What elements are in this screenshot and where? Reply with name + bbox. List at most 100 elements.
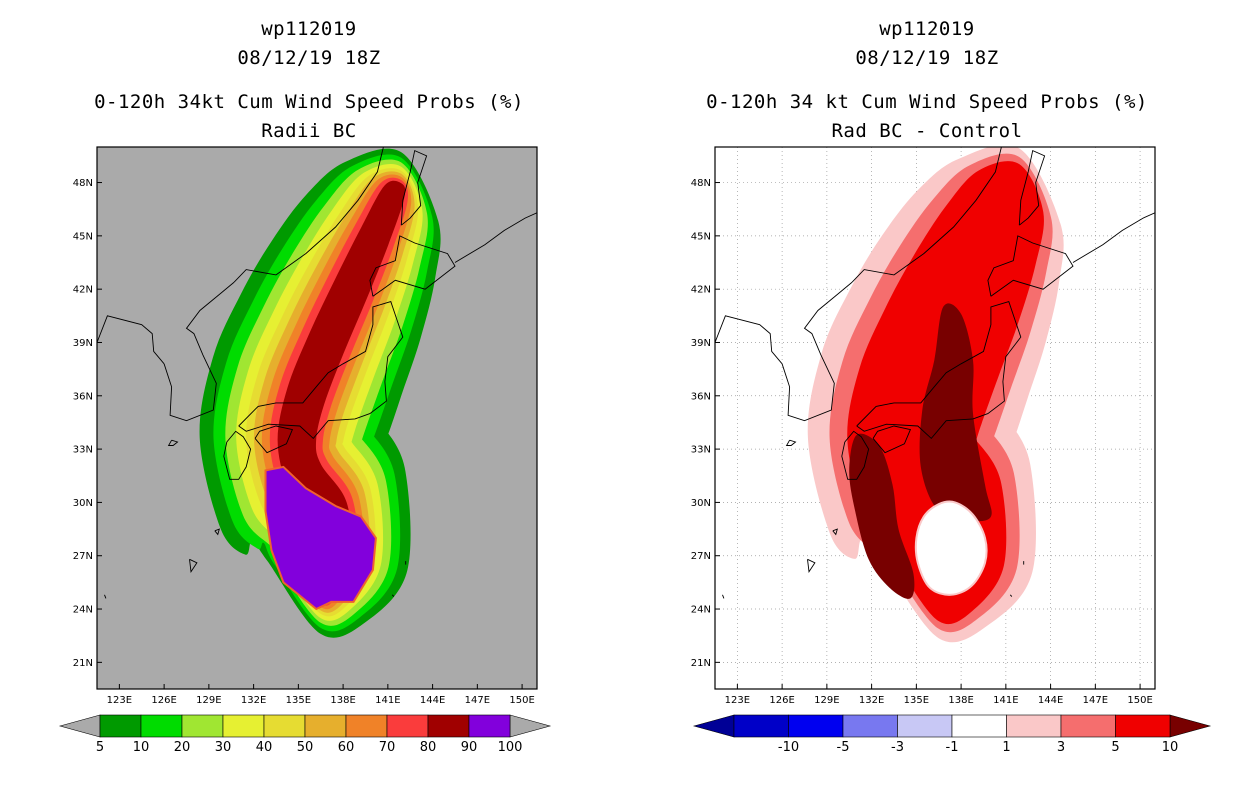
y-tick-label: 48N	[691, 178, 711, 189]
datetime-title: 08/12/19 18Z	[855, 47, 999, 69]
colorbar-label: -10	[778, 740, 799, 755]
colorbar-cell	[468, 714, 511, 738]
x-tick-label: 144E	[1038, 695, 1063, 706]
y-tick-label: 27N	[73, 551, 93, 562]
chart-title: 0-120h 34 kt Cum Wind Speed Probs (%)	[706, 91, 1148, 113]
plot-frame	[96, 146, 538, 690]
probability-map-svg: 123E 126E 129E 132E 135E 138E 141E 144E 147E 150E…	[58, 146, 552, 755]
coastline	[1072, 212, 1155, 263]
x-tick-label: 123E	[107, 695, 132, 706]
colorbar-label: 10	[133, 740, 150, 755]
colorbar-label: 50	[297, 740, 314, 755]
colorbar-label: 5	[1111, 740, 1119, 755]
colorbar-label: -1	[946, 740, 959, 755]
contour-layer	[97, 147, 537, 638]
colorbar-cell	[1006, 714, 1062, 738]
colorbar-cell	[140, 714, 183, 738]
coastline	[163, 281, 235, 422]
plot-frame	[714, 146, 1156, 690]
contour-band->10-north	[919, 303, 992, 522]
y-tick-label: 24N	[691, 605, 711, 616]
y-tick-label: 30N	[73, 498, 93, 509]
colorbar-label: -5	[837, 740, 850, 755]
coastline	[1009, 594, 1013, 597]
colorbar-label: 80	[420, 740, 437, 755]
coastline	[104, 594, 107, 599]
coastline	[1018, 149, 1046, 226]
colorbar-label: 40	[256, 740, 273, 755]
y-tick-label: 39N	[73, 338, 93, 349]
coastline	[832, 528, 838, 536]
x-tick-label: 132E	[859, 695, 884, 706]
contour-band->10-west	[849, 433, 915, 599]
coastline	[722, 594, 725, 599]
y-tick-label: 42N	[73, 285, 93, 296]
colorbar-cell	[263, 714, 306, 738]
coastline	[223, 430, 252, 480]
colorbar-high-arrow	[1169, 714, 1212, 738]
coastline	[233, 147, 384, 283]
colorbar-cell	[386, 714, 429, 738]
colorbar-high-arrow	[509, 714, 552, 738]
coastline	[454, 212, 537, 263]
colorbar-label: 100	[498, 740, 523, 755]
coastline	[781, 281, 853, 422]
coastline	[97, 315, 165, 365]
x-tick-label: 150E	[1127, 695, 1152, 706]
x-tick-label: 129E	[196, 695, 221, 706]
difference-map-svg: 123E 126E 129E 132E 135E 138E 141E 144E 147E 150E…	[691, 146, 1212, 755]
contour-layer	[715, 147, 1155, 689]
left-chart-panel: wp112019 08/12/19 18Z 0-120h 34kt Cum Wi…	[58, 18, 552, 755]
coastline	[785, 439, 797, 446]
colorbar-cell	[897, 714, 953, 738]
y-tick-label: 42N	[691, 285, 711, 296]
colorbar-label: 60	[338, 740, 355, 755]
colorbar-label: 30	[215, 740, 232, 755]
colorbar-cell	[345, 714, 388, 738]
coastline	[391, 594, 395, 597]
chart-subtitle: Rad BC - Control	[831, 120, 1023, 142]
colorbar-label: 90	[461, 740, 478, 755]
colorbar-label: -3	[891, 740, 904, 755]
colorbar-label: 5	[96, 740, 104, 755]
contour-band-neutral	[914, 500, 988, 596]
colorbar-label: 3	[1057, 740, 1065, 755]
coastline	[214, 528, 220, 536]
coastline	[715, 315, 783, 365]
right-chart-panel: wp112019 08/12/19 18Z 0-120h 34 kt Cum W…	[618, 0, 1236, 800]
colorbar-cell	[951, 714, 1007, 738]
y-tick-label: 21N	[691, 658, 711, 669]
coastline	[369, 235, 456, 297]
x-tick-label: 123E	[725, 695, 750, 706]
y-tick-label: 30N	[691, 498, 711, 509]
y-tick-label: 39N	[691, 338, 711, 349]
coastline	[851, 147, 1002, 283]
x-tick-label: 147E	[465, 695, 490, 706]
y-tick-label: 27N	[691, 551, 711, 562]
y-tick-label: 33N	[73, 445, 93, 456]
colorbar-low-arrow	[58, 714, 101, 738]
y-tick-label: 45N	[73, 231, 93, 242]
x-tick-label: 126E	[769, 695, 794, 706]
coastline	[872, 425, 912, 454]
y-tick-label: 21N	[73, 658, 93, 669]
colorbar-cell	[99, 714, 142, 738]
colorbar-cell	[427, 714, 470, 738]
colorbar-cell	[1115, 714, 1171, 738]
coastline	[238, 301, 404, 440]
y-tick-label: 24N	[73, 605, 93, 616]
colorbar-label: 70	[379, 740, 396, 755]
y-tick-label: 36N	[691, 391, 711, 402]
colorbar-low-arrow	[692, 714, 735, 738]
x-tick-label: 138E	[330, 695, 355, 706]
chart-title: 0-120h 34kt Cum Wind Speed Probs (%)	[94, 91, 524, 113]
colorbar-cell	[788, 714, 844, 738]
colorbar-label: 1	[1002, 740, 1010, 755]
x-tick-label: 150E	[509, 695, 534, 706]
x-tick-label: 138E	[948, 695, 973, 706]
colorbar-cell	[222, 714, 265, 738]
coastline	[254, 425, 294, 454]
coastline	[189, 558, 198, 573]
colorbar-label: 20	[174, 740, 191, 755]
coastline	[987, 235, 1074, 297]
